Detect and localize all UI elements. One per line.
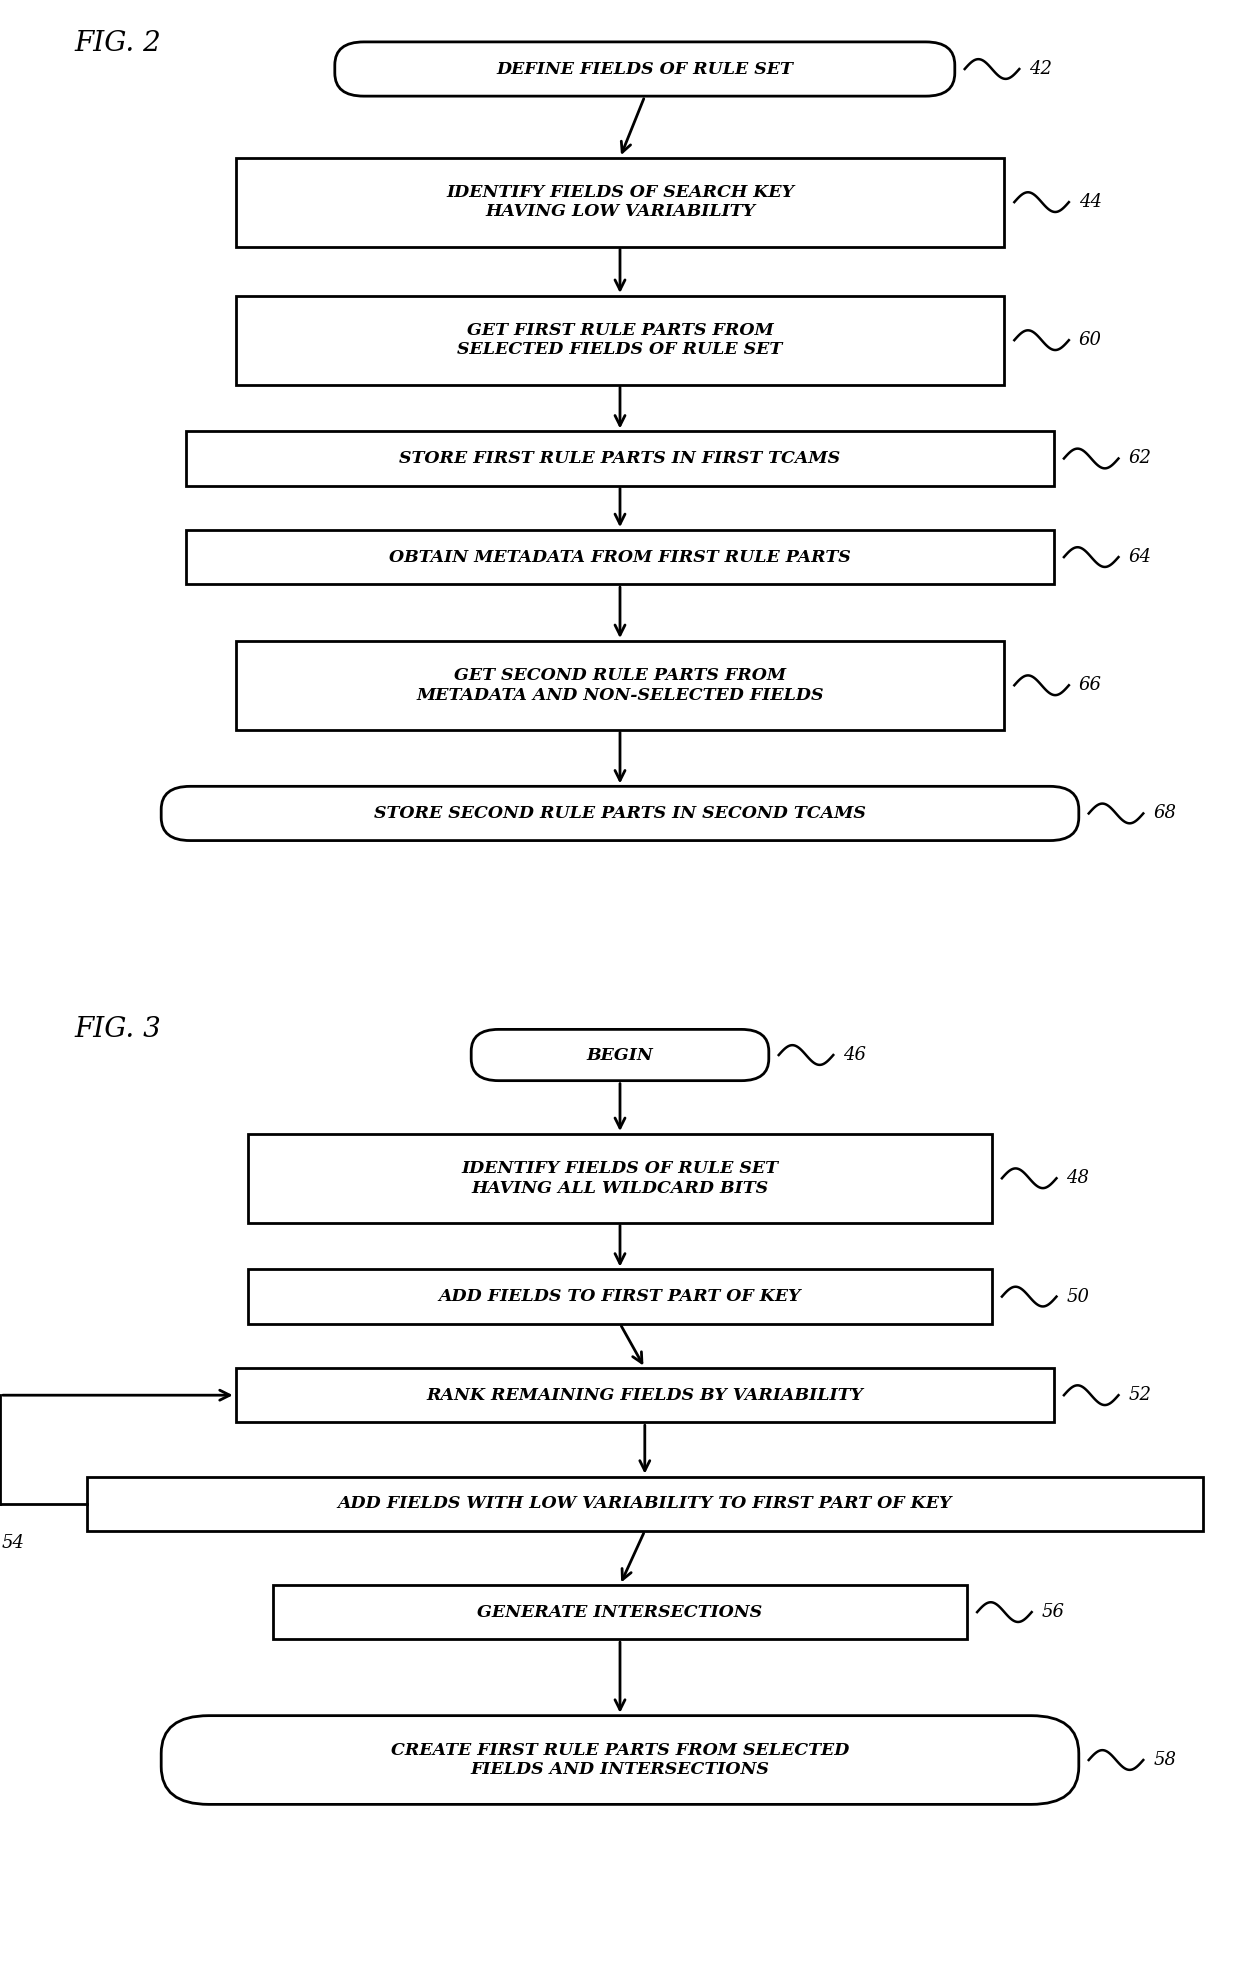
Text: 66: 66 [1079,676,1102,694]
FancyBboxPatch shape [471,1029,769,1081]
Text: 50: 50 [1066,1288,1090,1305]
Text: FIG. 3: FIG. 3 [74,1016,161,1043]
FancyBboxPatch shape [236,296,1004,385]
Text: 64: 64 [1128,548,1152,566]
Text: STORE SECOND RULE PARTS IN SECOND TCAMS: STORE SECOND RULE PARTS IN SECOND TCAMS [374,805,866,822]
Text: 62: 62 [1128,450,1152,467]
FancyBboxPatch shape [87,1477,1203,1530]
Text: ADD FIELDS TO FIRST PART OF KEY: ADD FIELDS TO FIRST PART OF KEY [439,1288,801,1305]
Text: 46: 46 [843,1045,867,1065]
FancyBboxPatch shape [161,787,1079,840]
Text: BEGIN: BEGIN [587,1047,653,1063]
Text: FIG. 2: FIG. 2 [74,30,161,57]
Text: 44: 44 [1079,193,1102,211]
Text: 58: 58 [1153,1751,1177,1769]
Text: RANK REMAINING FIELDS BY VARIABILITY: RANK REMAINING FIELDS BY VARIABILITY [427,1386,863,1404]
FancyBboxPatch shape [335,41,955,97]
FancyBboxPatch shape [236,158,1004,246]
Text: OBTAIN METADATA FROM FIRST RULE PARTS: OBTAIN METADATA FROM FIRST RULE PARTS [389,548,851,566]
FancyBboxPatch shape [236,1369,1054,1422]
FancyBboxPatch shape [236,641,1004,730]
Text: ADD FIELDS WITH LOW VARIABILITY TO FIRST PART OF KEY: ADD FIELDS WITH LOW VARIABILITY TO FIRST… [337,1495,952,1513]
Text: GET FIRST RULE PARTS FROM
SELECTED FIELDS OF RULE SET: GET FIRST RULE PARTS FROM SELECTED FIELD… [458,321,782,359]
Text: 48: 48 [1066,1169,1090,1187]
Text: 60: 60 [1079,331,1102,349]
Text: 68: 68 [1153,805,1177,822]
Text: STORE FIRST RULE PARTS IN FIRST TCAMS: STORE FIRST RULE PARTS IN FIRST TCAMS [399,450,841,467]
FancyBboxPatch shape [161,1716,1079,1804]
FancyBboxPatch shape [186,432,1054,485]
Text: GET SECOND RULE PARTS FROM
METADATA AND NON-SELECTED FIELDS: GET SECOND RULE PARTS FROM METADATA AND … [417,667,823,704]
Text: 54: 54 [1,1534,25,1552]
Text: 56: 56 [1042,1603,1065,1621]
Text: 52: 52 [1128,1386,1152,1404]
Text: DEFINE FIELDS OF RULE SET: DEFINE FIELDS OF RULE SET [496,61,794,77]
Text: GENERATE INTERSECTIONS: GENERATE INTERSECTIONS [477,1603,763,1621]
FancyBboxPatch shape [186,530,1054,584]
FancyBboxPatch shape [273,1585,967,1639]
Text: 42: 42 [1029,59,1053,79]
Text: CREATE FIRST RULE PARTS FROM SELECTED
FIELDS AND INTERSECTIONS: CREATE FIRST RULE PARTS FROM SELECTED FI… [391,1741,849,1779]
FancyBboxPatch shape [248,1134,992,1223]
Text: IDENTIFY FIELDS OF SEARCH KEY
HAVING LOW VARIABILITY: IDENTIFY FIELDS OF SEARCH KEY HAVING LOW… [446,183,794,221]
Text: IDENTIFY FIELDS OF RULE SET
HAVING ALL WILDCARD BITS: IDENTIFY FIELDS OF RULE SET HAVING ALL W… [461,1160,779,1197]
FancyBboxPatch shape [248,1270,992,1323]
